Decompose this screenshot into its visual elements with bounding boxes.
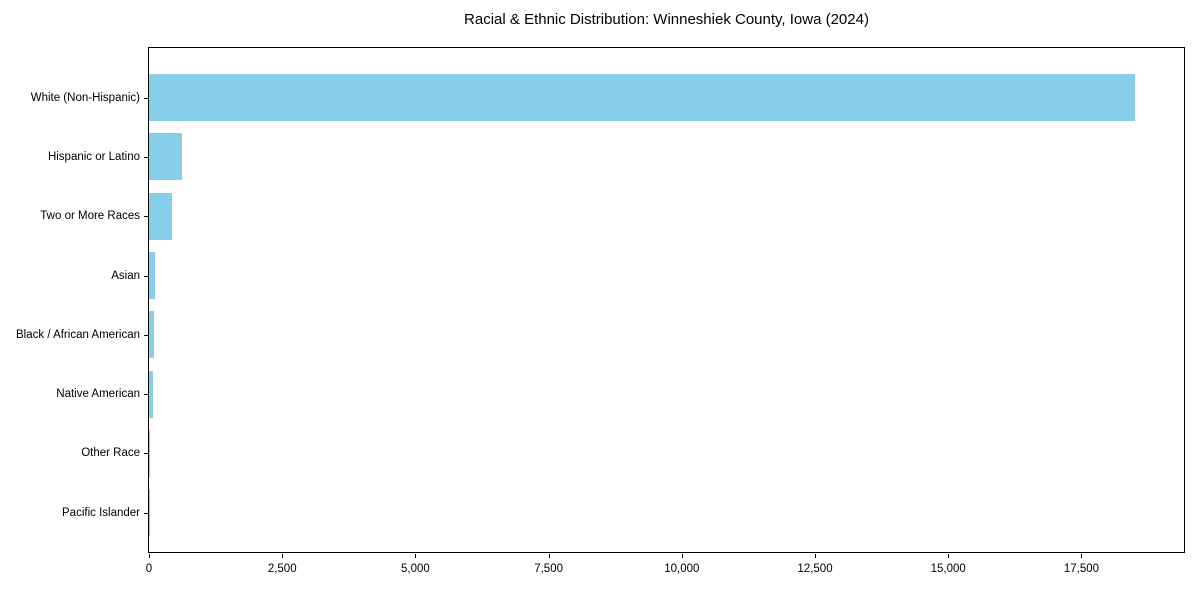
x-tick-label: 2,500 (267, 563, 297, 575)
x-tick-label: 0 (145, 563, 153, 575)
y-tick-mark (144, 394, 148, 396)
y-tick-mark (144, 512, 148, 514)
y-tick-mark (144, 216, 148, 218)
bar-two-or-more-races (149, 192, 173, 240)
x-tick-mark (149, 554, 150, 558)
y-tick-label: Asian (111, 269, 140, 282)
bar-other-race (149, 429, 151, 477)
x-tick-label: 17,500 (1063, 563, 1100, 575)
bar-black-african-american (149, 311, 155, 359)
bar-hispanic-or-latino (149, 133, 182, 181)
y-tick-label: Other Race (81, 447, 140, 460)
bar-native-american (149, 370, 153, 418)
y-tick-mark (144, 334, 148, 336)
chart-title: Racial & Ethnic Distribution: Winneshiek… (464, 11, 869, 28)
bar-white-non-hispanic (149, 74, 1135, 122)
y-tick-mark (144, 275, 148, 277)
y-tick-mark (144, 156, 148, 158)
x-tick-mark (681, 554, 683, 558)
x-tick-mark (1081, 554, 1083, 558)
x-tick-mark (282, 554, 284, 558)
y-tick-mark (144, 97, 148, 99)
x-tick-label: 7,500 (534, 563, 563, 575)
x-tick-mark (815, 554, 817, 558)
y-tick-label: Two or More Races (40, 210, 140, 223)
bar-pacific-islander (149, 489, 150, 537)
y-tick-label: Native American (56, 388, 140, 401)
x-tick-label: 5,000 (401, 563, 430, 575)
x-tick-label: 10,000 (664, 563, 700, 575)
plot-area (148, 47, 1185, 553)
y-tick-mark (144, 453, 148, 455)
y-tick-label: Black / African American (16, 328, 140, 341)
x-tick-mark (415, 554, 417, 558)
x-tick-label: 12,500 (797, 563, 833, 575)
y-tick-label: Hispanic or Latino (47, 150, 140, 163)
y-tick-label: White (Non-Hispanic) (30, 91, 140, 104)
bar-asian (149, 252, 155, 300)
x-tick-label: 15,000 (930, 563, 966, 575)
x-tick-mark (948, 554, 950, 558)
x-tick-mark (548, 554, 550, 558)
y-tick-label: Pacific Islander (62, 506, 140, 519)
